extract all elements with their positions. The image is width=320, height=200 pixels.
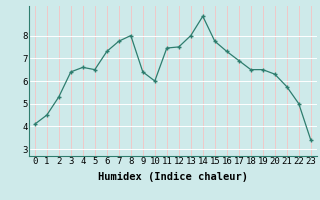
X-axis label: Humidex (Indice chaleur): Humidex (Indice chaleur) bbox=[98, 172, 248, 182]
